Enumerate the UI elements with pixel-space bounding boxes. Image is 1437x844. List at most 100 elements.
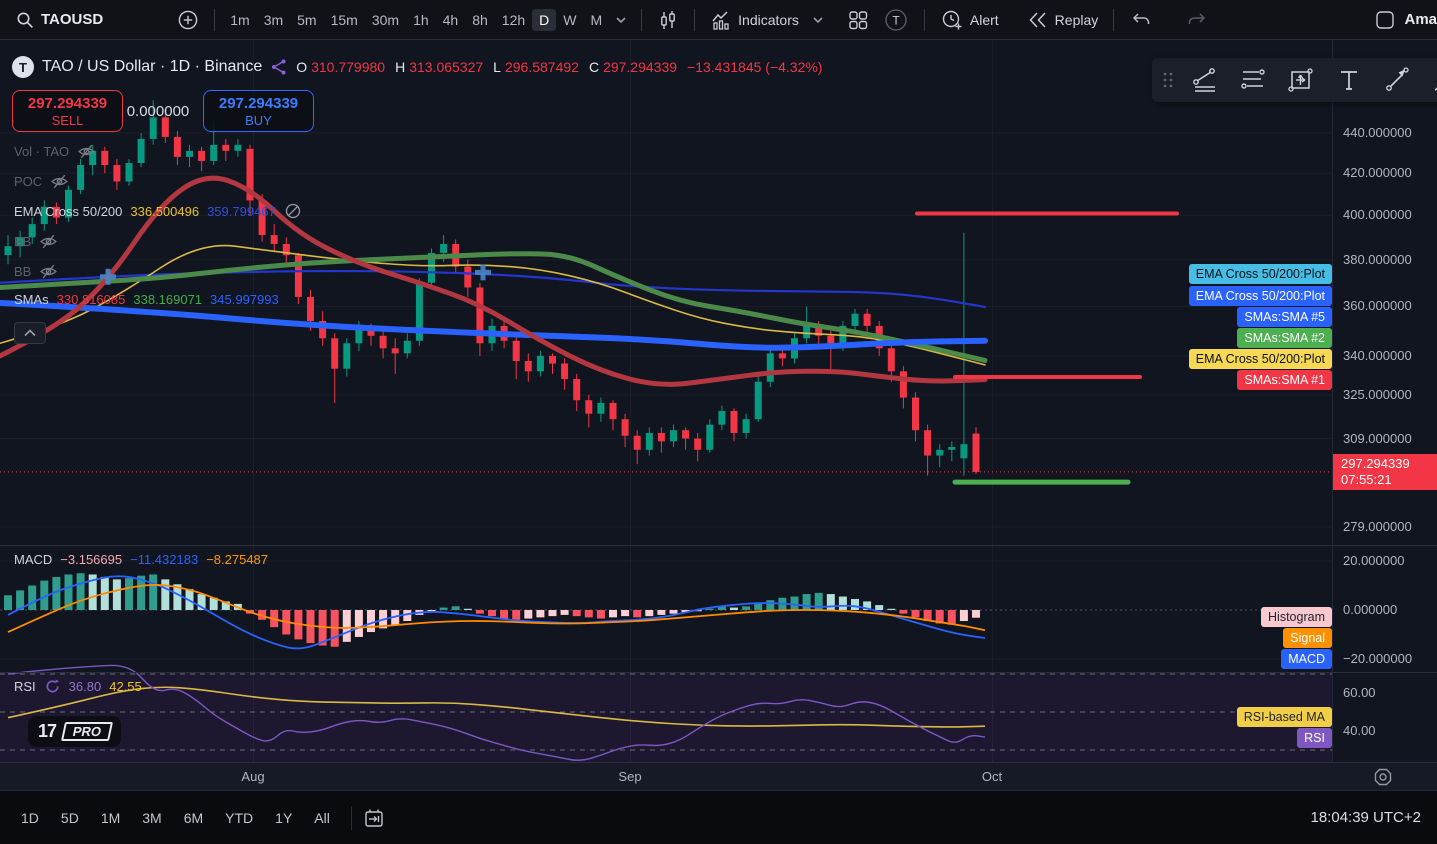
plot-label-macd-0[interactable]: Histogram [1261,607,1332,627]
last-price-badge[interactable]: 297.294339 07:55:21 [1333,453,1437,490]
range-button-5d[interactable]: 5D [60,809,79,826]
time-axis[interactable]: Aug Sep Oct [0,762,1437,790]
interval-button-w[interactable]: W [563,11,577,28]
floating-draw-toolbar[interactable] [1152,58,1437,102]
macd-hist-value: −3.156695 [60,552,123,567]
range-button-1d[interactable]: 1D [21,809,39,826]
chart-style-button[interactable] [650,5,686,35]
eye-off-icon[interactable] [39,232,58,251]
interval-button-12h[interactable]: 12h [501,11,526,28]
time-axis-label-aug: Aug [241,769,265,784]
indicators-chevron-down-icon[interactable] [810,12,826,28]
interval-button-m[interactable]: M [590,11,603,28]
eye-off-icon[interactable] [77,142,96,161]
price-chart-canvas[interactable] [0,40,1332,762]
interval-button-d[interactable]: D [532,8,557,31]
macd-signal-line [7,584,986,633]
interval-group: 1m 3m 5m 15m 30m 1h 4h 8h 12h D W M [223,8,609,31]
brush-tool-icon[interactable] [1428,63,1437,97]
buy-button[interactable]: 297.294339 BUY [203,90,314,132]
plot-label-main-5[interactable]: SMAs:SMA #1 [1237,370,1332,390]
plot-label-macd-2[interactable]: MACD [1281,649,1332,669]
range-button-1m[interactable]: 1M [100,809,121,826]
redo-icon [1185,8,1209,32]
redo-button[interactable] [1178,4,1216,36]
undo-button[interactable] [1122,4,1160,36]
interval-button-4h[interactable]: 4h [442,11,459,28]
symbol-search-button[interactable]: TAOUSD [8,6,110,34]
arrow-marker-tool-icon[interactable] [1380,63,1414,97]
legend-smas[interactable]: SMAs 330.816085 338.169071 345.997993 [14,292,279,307]
interval-button-30m[interactable]: 30m [371,11,400,28]
replay-button[interactable]: Replay [1020,5,1106,35]
interval-button-15m[interactable]: 15m [330,11,358,28]
macd-tick-0: 0.000000 [1343,602,1398,617]
quick-search-t-button[interactable]: T [876,3,916,37]
macd-signal-value: −8.275487 [206,552,269,567]
trend-line-tool-icon[interactable] [1188,63,1222,97]
indicators-icon [710,9,732,31]
legend-poc[interactable]: POC [14,172,69,191]
slash-circle-icon[interactable] [284,202,302,220]
price-tick-380: 380.000000 [1343,251,1412,267]
legend-volume[interactable]: Vol · TAO [14,142,96,161]
legend-collapse-button[interactable] [14,322,46,344]
pane-separator[interactable] [0,545,1437,546]
plot-label-main-0[interactable]: EMA Cross 50/200:Plot [1188,264,1332,284]
pro-badge: PRO [61,722,114,741]
indicators-button[interactable]: Indicators [703,5,806,35]
fib-retracement-tool-icon[interactable] [1236,63,1270,97]
interval-button-1h[interactable]: 1h [413,11,429,28]
gear-icon[interactable] [1372,766,1394,788]
price-axis[interactable]: 440.000000 420.000000 400.000000 380.000000… [1332,40,1437,762]
interval-button-3m[interactable]: 3m [263,11,284,28]
plot-label-rsi-1[interactable]: RSI [1297,728,1332,748]
share-nodes-icon[interactable] [270,58,288,76]
alert-button[interactable]: Alert [933,4,1006,36]
interval-chevron-down-icon[interactable] [613,12,629,28]
legend-ema-cross[interactable]: EMA Cross 50/200 336.500496 359.799467 [14,202,302,220]
drag-handle-icon[interactable] [1162,70,1174,90]
chart-area[interactable]: 440.000000 420.000000 400.000000 380.000000… [0,40,1437,762]
plot-label-main-4[interactable]: EMA Cross 50/200:Plot [1188,349,1332,369]
refresh-icon[interactable] [44,678,61,695]
rsi-pane-bg [0,672,1332,762]
text-tool-icon[interactable] [1332,63,1366,97]
layout-name-label[interactable]: Ama [1404,11,1437,28]
price-tick-340: 340.000000 [1343,347,1412,363]
eye-off-icon[interactable] [39,262,58,281]
plot-label-main-1[interactable]: EMA Cross 50/200:Plot [1188,286,1332,306]
compare-add-button[interactable] [170,5,206,35]
candles-icon [657,9,679,31]
gann-box-tool-icon[interactable] [1284,63,1318,97]
pane-separator[interactable] [0,672,1437,673]
plot-label-main-2[interactable]: SMAs:SMA #5 [1237,307,1332,327]
plot-label-main-3[interactable]: SMAs:SMA #2 [1237,328,1332,348]
bar-countdown: 07:55:21 [1341,471,1392,487]
range-button-6m[interactable]: 6M [183,809,204,826]
interval-button-1m[interactable]: 1m [230,11,250,28]
tradingview-pro-logo[interactable]: 17 PRO [28,716,122,747]
clock-label[interactable]: 18:04:39 UTC+2 [1310,809,1422,826]
interval-button-5m[interactable]: 5m [297,11,317,28]
rsi-value: 36.80 [68,679,102,694]
range-button-1y[interactable]: 1Y [275,809,293,826]
go-to-date-icon[interactable] [362,806,386,830]
legend-bb-2[interactable]: BB [14,262,58,281]
last-price-value: 297.294339 [1341,455,1410,471]
sell-button[interactable]: 297.294339 SELL [12,90,123,132]
range-button-3m[interactable]: 3M [142,809,162,826]
symbol-title[interactable]: TAO / US Dollar · 1D · Binance [42,58,263,75]
interval-button-8h[interactable]: 8h [472,11,488,28]
plot-label-macd-1[interactable]: Signal [1283,628,1332,648]
legend-macd[interactable]: MACD −3.156695 −11.432183 −8.275487 [14,552,268,567]
legend-rsi[interactable]: RSI 36.80 42.55 [14,678,142,695]
layout-grid-icon [847,9,869,31]
layout-grid-button[interactable] [840,5,876,35]
layout-checkbox-icon[interactable] [1374,9,1396,31]
plot-label-rsi-0[interactable]: RSI-based MA [1236,707,1332,727]
range-button-ytd[interactable]: YTD [225,809,254,826]
legend-bb-1[interactable]: BB [14,232,58,251]
eye-off-icon[interactable] [50,172,69,191]
range-button-all[interactable]: All [314,809,330,826]
